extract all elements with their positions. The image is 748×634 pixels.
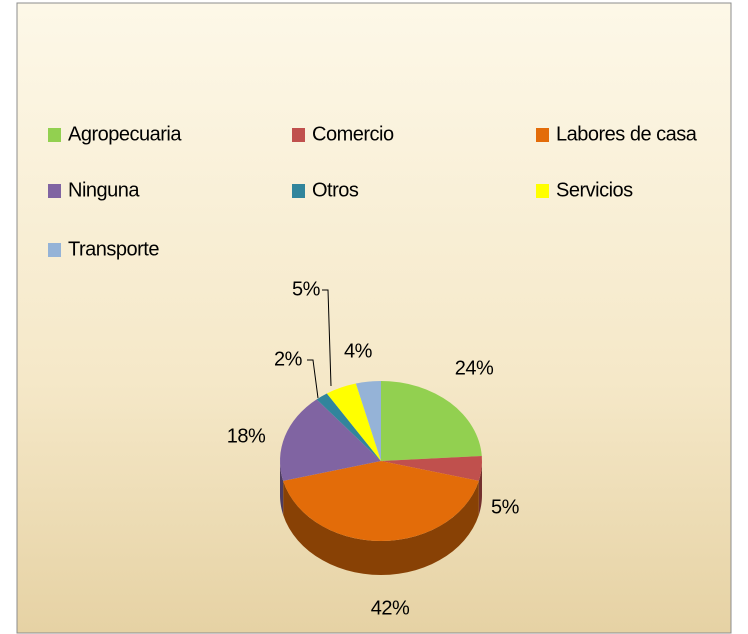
data-label: 2% [274, 348, 303, 370]
leader-line [307, 359, 319, 399]
legend-swatch [48, 243, 61, 257]
data-label: 4% [344, 340, 373, 362]
legend-swatch [536, 128, 549, 142]
data-label: 5% [491, 496, 520, 518]
pie-slice [283, 461, 479, 541]
legend-swatch [536, 184, 549, 198]
legend-swatch [48, 184, 61, 198]
data-labels: 24% 5% 42% 18% 2% 5% 4% [227, 278, 520, 619]
pie-slice [381, 381, 482, 461]
leader-line [322, 289, 332, 387]
legend-label: Servicios [556, 179, 633, 201]
legend-swatch [292, 128, 305, 142]
data-label: 42% [371, 597, 410, 619]
legend: Agropecuaria Comercio Labores de casa Ningu… [48, 123, 698, 260]
legend-label: Ninguna [68, 179, 140, 201]
legend-label: Transporte [68, 238, 159, 260]
pie-slice [355, 381, 381, 461]
legend-swatch [292, 184, 305, 198]
legend-label: Otros [312, 179, 359, 201]
pie-slice-side [280, 461, 284, 515]
pie-slice [279, 399, 381, 481]
data-label: 18% [227, 425, 266, 447]
data-label: 24% [455, 357, 494, 379]
pie-slice [316, 393, 381, 461]
legend-swatch [48, 128, 61, 142]
pie-slice-side [478, 461, 482, 515]
pie-slice-side [283, 480, 479, 575]
pie [279, 381, 482, 575]
legend-label: Agropecuaria [68, 123, 182, 145]
pie-slice [381, 455, 482, 481]
legend-label: Labores de casa [556, 123, 698, 145]
legend-label: Comercio [312, 123, 394, 145]
data-label: 5% [292, 278, 321, 300]
pie-slice [326, 383, 381, 461]
